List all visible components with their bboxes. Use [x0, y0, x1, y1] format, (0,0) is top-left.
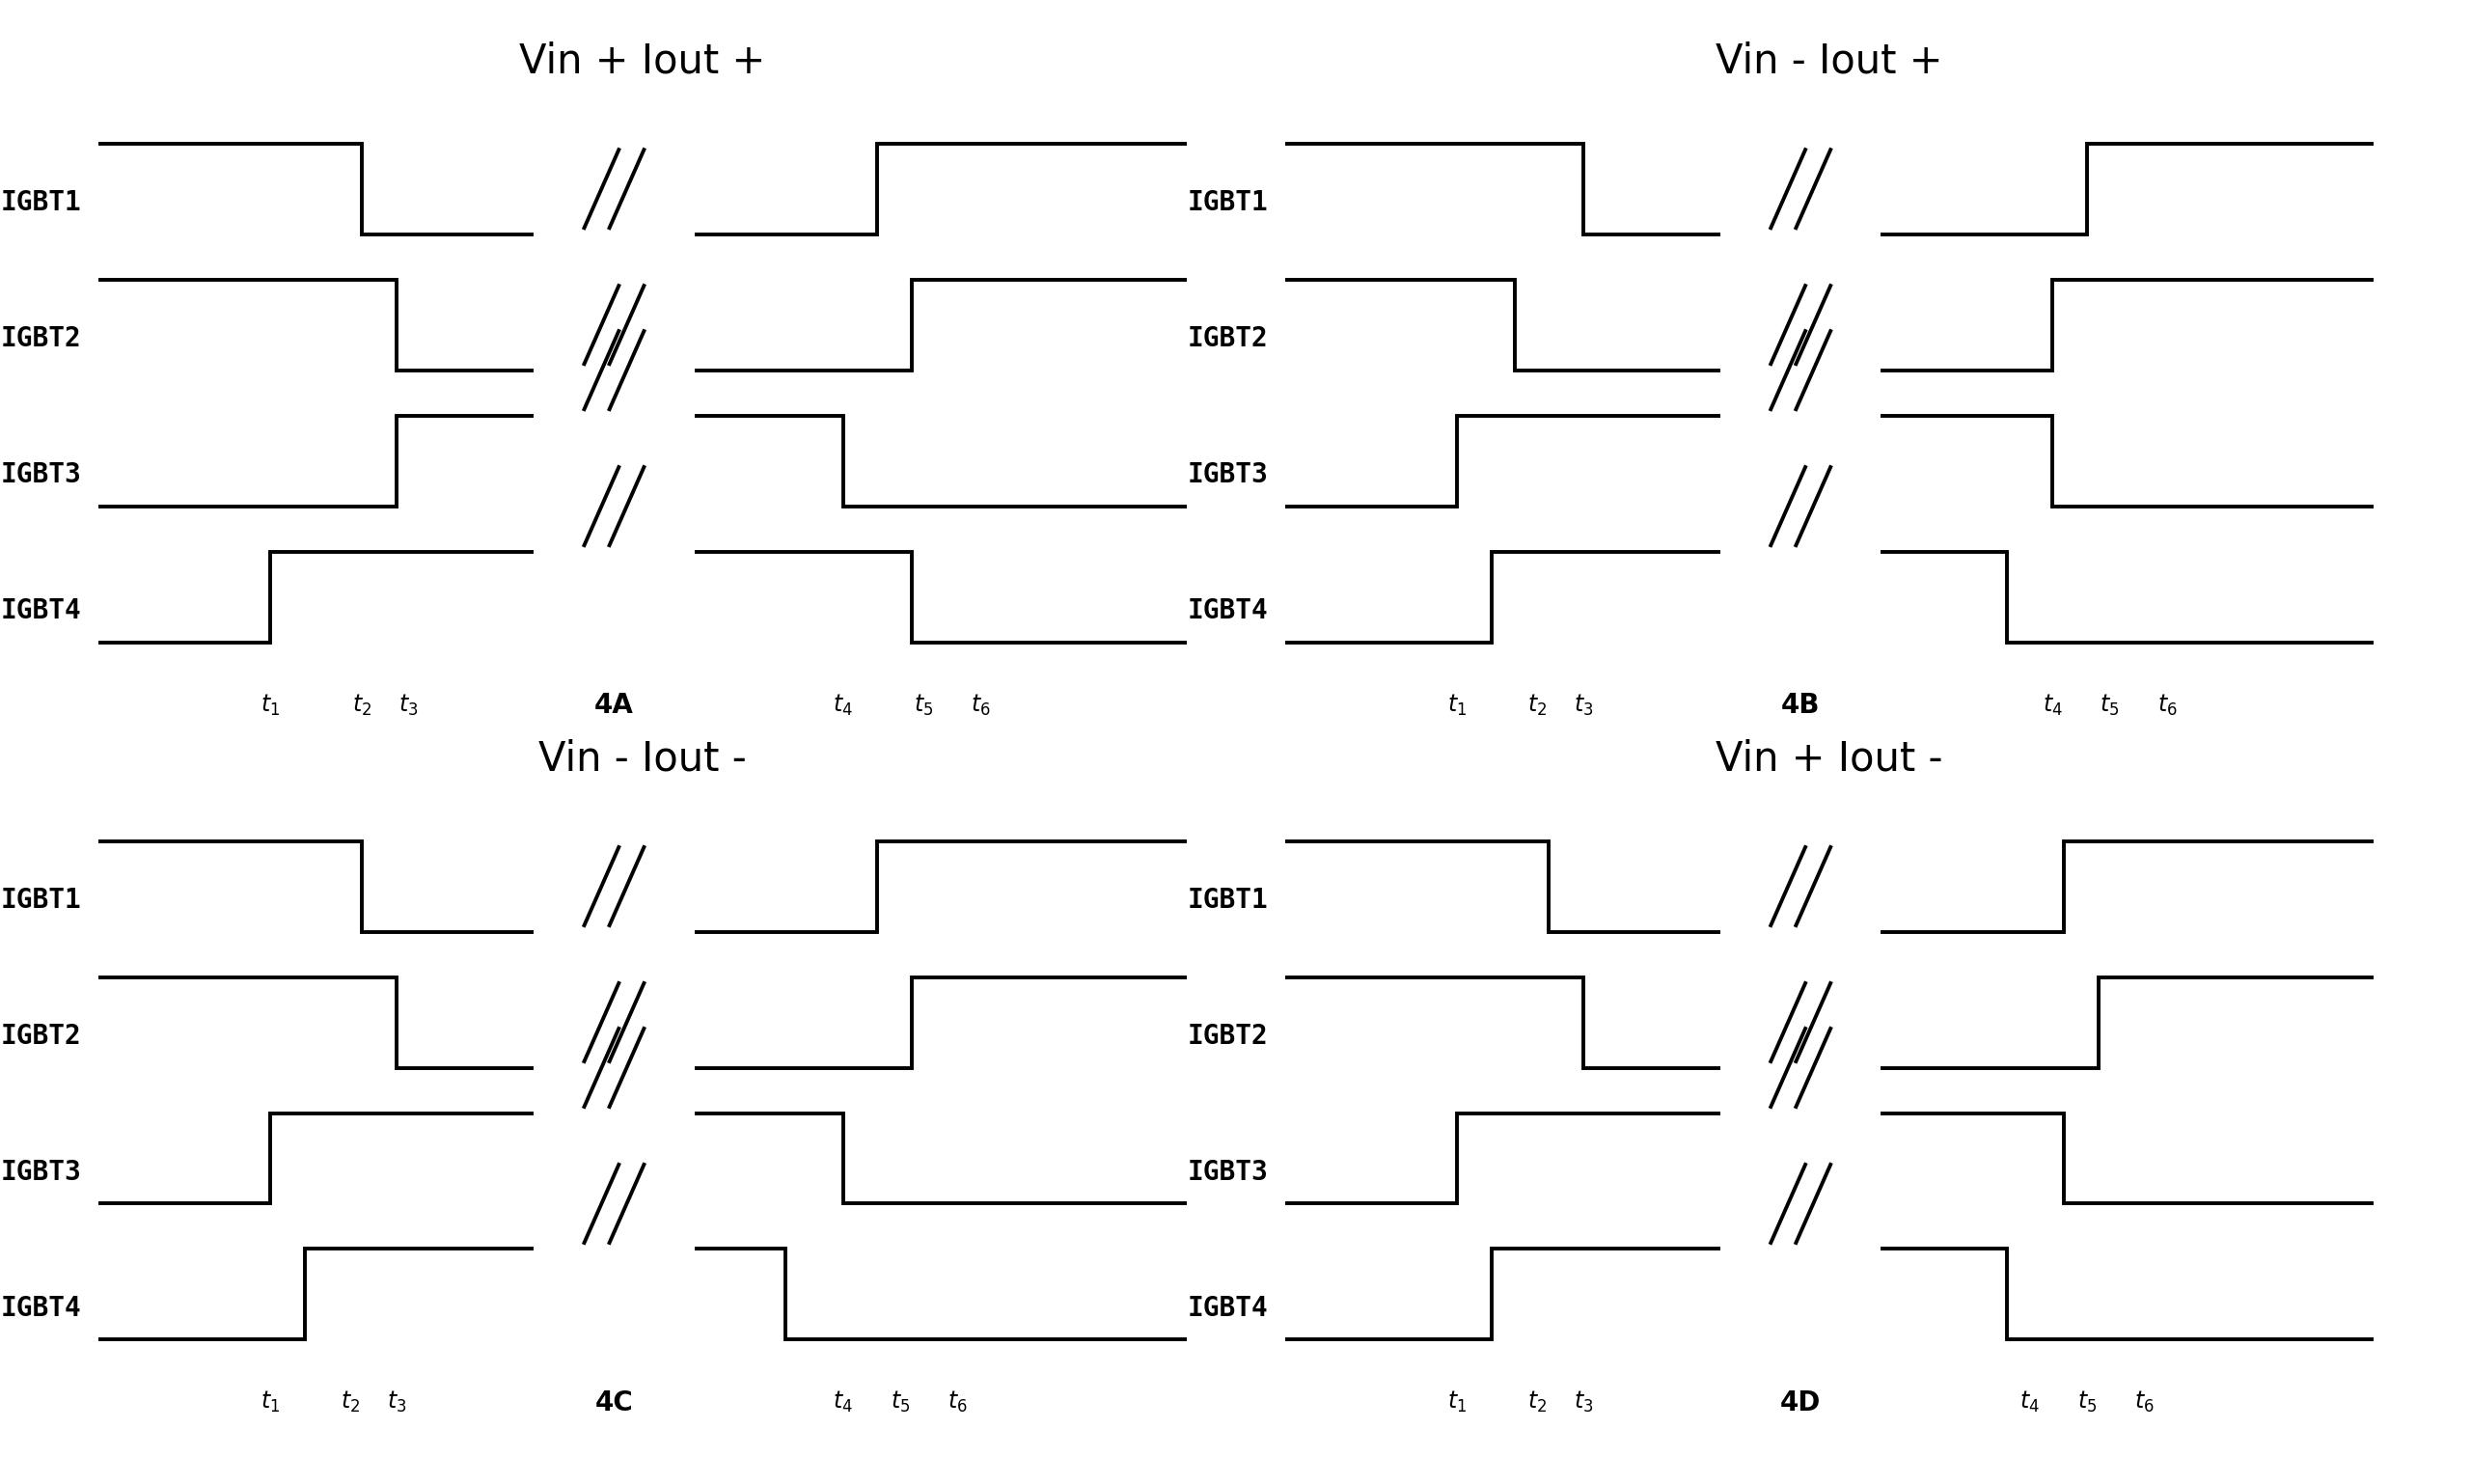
- Text: IGBT1: IGBT1: [0, 886, 82, 913]
- Text: $t_3$: $t_3$: [1572, 692, 1592, 717]
- Text: IGBT2: IGBT2: [1187, 1022, 1268, 1049]
- Text: $t_1$: $t_1$: [262, 1389, 279, 1414]
- Text: $t_4$: $t_4$: [2020, 1389, 2039, 1414]
- Text: 4A: 4A: [593, 692, 633, 720]
- Text: $t_4$: $t_4$: [2042, 692, 2062, 717]
- Text: 4B: 4B: [1782, 692, 1819, 720]
- Title: Vin + Iout +: Vin + Iout +: [519, 42, 766, 82]
- Text: $t_3$: $t_3$: [386, 1389, 405, 1414]
- Text: $t_2$: $t_2$: [1528, 692, 1547, 717]
- Text: IGBT3: IGBT3: [1187, 1159, 1268, 1186]
- Text: $t_2$: $t_2$: [1528, 1389, 1547, 1414]
- Text: $t_3$: $t_3$: [398, 692, 418, 717]
- Title: Vin - Iout +: Vin - Iout +: [1716, 42, 1943, 82]
- Text: $t_5$: $t_5$: [2076, 1389, 2096, 1414]
- Text: IGBT4: IGBT4: [0, 597, 82, 623]
- Text: $t_4$: $t_4$: [833, 1389, 853, 1414]
- Text: IGBT3: IGBT3: [1187, 462, 1268, 488]
- Text: $t_4$: $t_4$: [833, 692, 853, 717]
- Text: $t_5$: $t_5$: [890, 1389, 910, 1414]
- Text: IGBT4: IGBT4: [1187, 1294, 1268, 1321]
- Text: $t_6$: $t_6$: [2158, 692, 2178, 717]
- Text: $t_6$: $t_6$: [2133, 1389, 2153, 1414]
- Text: $t_5$: $t_5$: [915, 692, 932, 717]
- Text: $t_1$: $t_1$: [1449, 1389, 1466, 1414]
- Text: 4D: 4D: [1780, 1389, 1822, 1417]
- Text: $t_6$: $t_6$: [971, 692, 991, 717]
- Text: $t_1$: $t_1$: [262, 692, 279, 717]
- Text: IGBT4: IGBT4: [1187, 597, 1268, 623]
- Title: Vin - Iout -: Vin - Iout -: [539, 739, 747, 779]
- Text: IGBT2: IGBT2: [0, 1022, 82, 1049]
- Text: $t_5$: $t_5$: [2101, 692, 2119, 717]
- Text: IGBT1: IGBT1: [0, 188, 82, 215]
- Text: IGBT3: IGBT3: [0, 1159, 82, 1186]
- Text: $t_2$: $t_2$: [353, 692, 371, 717]
- Text: 4C: 4C: [596, 1389, 633, 1417]
- Text: IGBT3: IGBT3: [0, 462, 82, 488]
- Text: IGBT1: IGBT1: [1187, 886, 1268, 913]
- Text: IGBT4: IGBT4: [0, 1294, 82, 1321]
- Text: IGBT1: IGBT1: [1187, 188, 1268, 215]
- Title: Vin + Iout -: Vin + Iout -: [1716, 739, 1943, 779]
- Text: IGBT2: IGBT2: [1187, 325, 1268, 352]
- Text: $t_3$: $t_3$: [1572, 1389, 1592, 1414]
- Text: IGBT2: IGBT2: [0, 325, 82, 352]
- Text: $t_2$: $t_2$: [341, 1389, 361, 1414]
- Text: $t_6$: $t_6$: [947, 1389, 967, 1414]
- Text: $t_1$: $t_1$: [1449, 692, 1466, 717]
